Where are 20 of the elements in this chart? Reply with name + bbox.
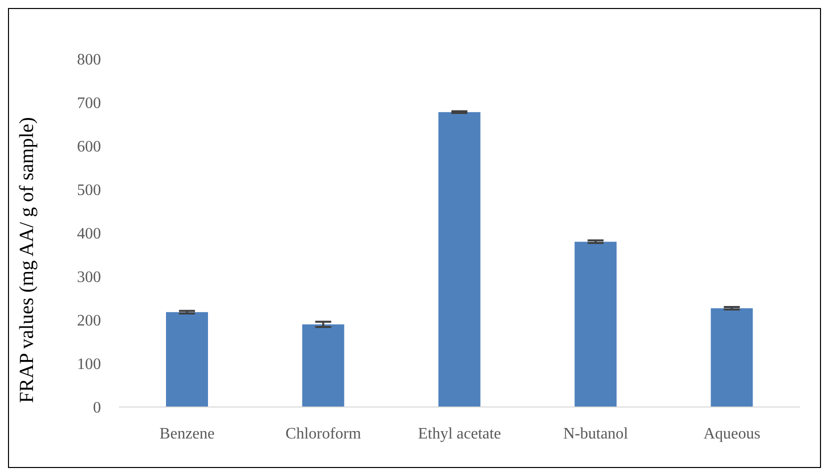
x-tick-label: N-butanol: [563, 425, 629, 442]
bar: [710, 308, 753, 407]
y-tick-label: 100: [77, 356, 101, 374]
y-tick-label: 600: [77, 138, 101, 156]
bar: [166, 312, 208, 407]
bar: [302, 324, 344, 407]
y-tick-label: 300: [77, 269, 101, 286]
x-tick-label: Ethyl acetate: [418, 425, 502, 442]
y-tick-label: 800: [77, 52, 101, 69]
y-axis-title: FRAP values (mg AA/ g of sample): [16, 117, 38, 403]
y-tick-label: 700: [77, 95, 101, 112]
bar: [574, 242, 617, 407]
bar: [438, 112, 480, 407]
x-tick-label: Aqueous: [703, 425, 760, 442]
y-tick-label: 500: [77, 182, 101, 200]
y-tick-label: 400: [77, 226, 101, 243]
x-tick-label: Chloroform: [286, 425, 362, 442]
y-tick-label: 200: [77, 312, 101, 330]
x-tick-label: Benzene: [160, 425, 215, 442]
y-tick-label: 0: [93, 400, 101, 417]
